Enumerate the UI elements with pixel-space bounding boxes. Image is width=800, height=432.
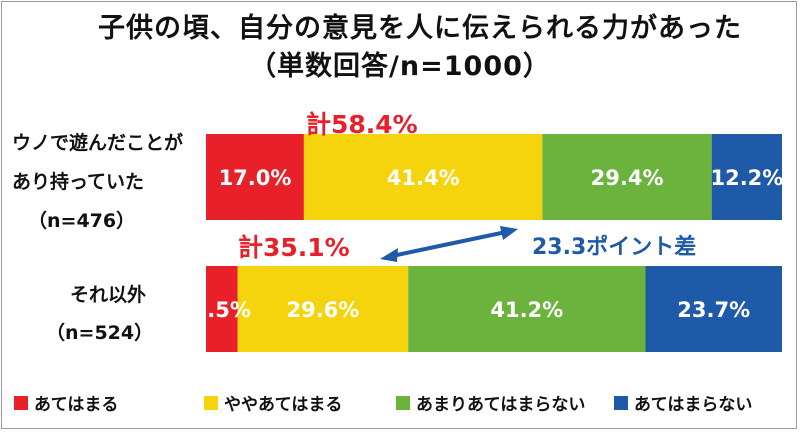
data-label-row1-series3: 29.4% bbox=[591, 166, 664, 190]
data-label-row2-series4: 23.7% bbox=[677, 298, 750, 322]
legend: あてはまる ややあてはまる あまりあてはまらない あてはまらない bbox=[14, 395, 752, 415]
bar-segment-row1-series1 bbox=[206, 134, 304, 220]
data-label-row1-series1: 17.0% bbox=[219, 166, 292, 190]
legend-swatch-3 bbox=[396, 396, 410, 410]
bar-segment-row2-series3 bbox=[408, 266, 646, 352]
legend-label-3: あまりあてはまらない bbox=[416, 395, 585, 415]
legend-label-2: ややあてはまる bbox=[224, 395, 342, 415]
chart-subtitle: （単数回答/n=1000） bbox=[249, 51, 551, 82]
legend-swatch-1 bbox=[14, 396, 28, 410]
total-label-row1: 計58.4% bbox=[306, 110, 418, 139]
row-label-1-line2: あり持っていた bbox=[12, 171, 145, 193]
bar-segment-row2-series2 bbox=[237, 266, 409, 352]
total-label-row2: 計35.1% bbox=[238, 233, 350, 262]
legend-swatch-2 bbox=[204, 396, 218, 410]
row-label-1-line1: ウノで遊んだことが bbox=[12, 132, 184, 154]
bar-segment-row2-series4 bbox=[645, 266, 782, 352]
bar-segment-row1-series2 bbox=[303, 134, 543, 220]
chart-title: 子供の頃、自分の意見を人に伝えられる力があった bbox=[98, 13, 742, 44]
data-label-row2-series2: 29.6% bbox=[286, 298, 359, 322]
legend-label-1: あてはまる bbox=[34, 395, 118, 415]
legend-swatch-4 bbox=[614, 396, 628, 410]
difference-label: 23.3ポイント差 bbox=[532, 234, 696, 260]
bar-segment-row2-series1 bbox=[206, 266, 238, 352]
row-label-2-line2: （n=524） bbox=[46, 322, 154, 344]
data-label-row2-series1: 5.5% bbox=[193, 298, 251, 322]
legend-label-4: あてはまらない bbox=[634, 395, 752, 415]
bar-segment-row1-series4 bbox=[711, 134, 782, 220]
data-label-row2-series3: 41.2% bbox=[490, 298, 563, 322]
difference-arrow bbox=[380, 226, 518, 262]
bar-segment-row1-series3 bbox=[542, 134, 712, 220]
row-label-2-line1: それ以外 bbox=[70, 284, 147, 306]
data-label-row1-series2: 41.4% bbox=[387, 166, 460, 190]
data-label-row1-series4: 12.2% bbox=[710, 166, 783, 190]
row-label-1-line3: （n=476） bbox=[28, 210, 136, 232]
